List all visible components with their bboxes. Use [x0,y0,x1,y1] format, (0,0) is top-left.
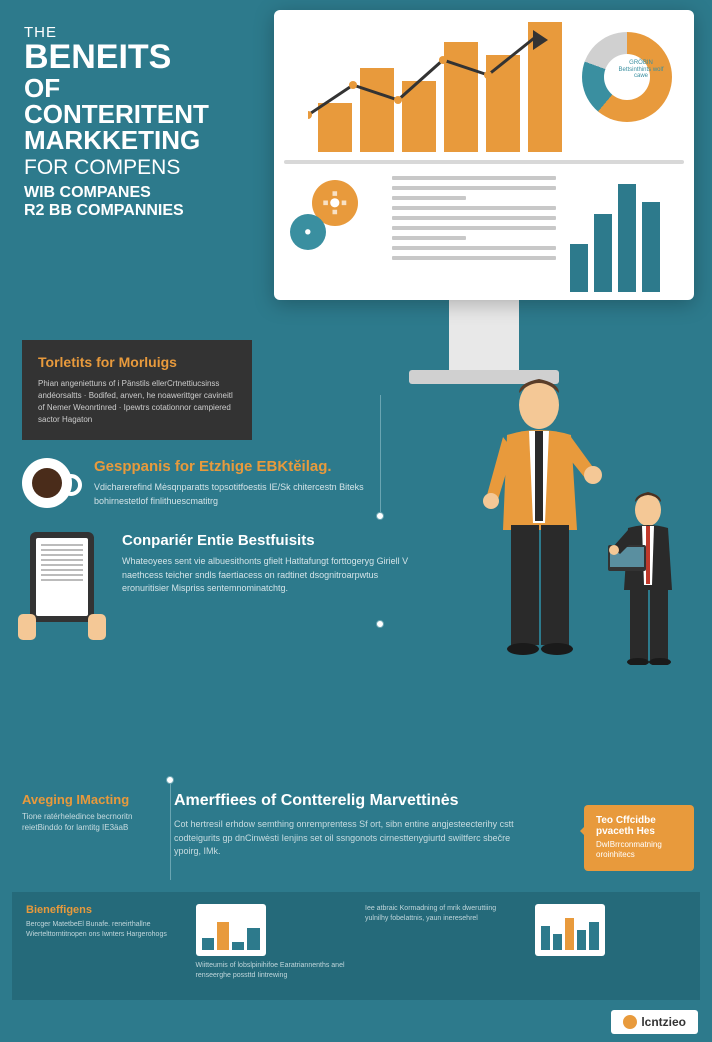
title-l4: FOR COMPENS [24,157,244,178]
row2-body: Whateoyees sent vie albuesithonts gfielt… [122,555,412,596]
title-l1: BENEITS [24,41,244,73]
logo-text: lcntzieo [641,1015,686,1029]
panel1-heading: Torletits for Morluigs [38,354,236,370]
row1-heading: Gesppanis for Etzhige EBKtěilag. [94,458,384,475]
row1-body: Vdicharerefind Mėsqnparatts topsotitfoes… [94,481,384,508]
tablet-icon [22,532,102,642]
title-l6: R2 BB COMPANNIES [24,202,244,220]
title-l5: WIB COMPANES [24,184,244,202]
footer-logo: lcntzieo [611,1010,698,1034]
speech-heading: Teo Cffcidbe pvaceth Hes [596,815,682,837]
speech-bubble: Teo Cffcidbe pvaceth Hes DwIBrrconmatnin… [584,805,694,871]
doc-lines [392,172,556,292]
bottom-col-2: Wiitteumis of lobslpinihifoe Earatrianne… [196,904,348,988]
section3-body: Cot hertresiI erhdow semthing onremprent… [174,818,534,859]
coffee-icon [22,458,72,508]
monitor-illustration: GRÖBIN Bettsinthints wolf cawe [274,10,694,384]
title-l2: OF CONTERITENT [24,75,244,127]
businessman-icon [467,375,617,655]
gears-icon [288,172,378,292]
hero-section: THE BENEITS OF CONTERITENT MARKKETING FO… [0,0,712,340]
section3-heading: Amerffiees of Contterelig Marvettinės [174,792,534,810]
businessman-laptop-icon [600,490,700,665]
side-tag: Aveging IMacting Tione ratérheledince be… [22,792,162,833]
trend-line-icon [308,30,568,130]
bc1-body: Bercger MatetbeEl Bunafe. reneirthallne … [26,920,178,940]
row2-heading: Conpariér Entie Bestfuisits [122,532,412,549]
bottom-col-1: Bieneffigens Bercger MatetbeEl Bunafe. r… [26,904,178,988]
mini-bar-chart [570,172,680,292]
mini-chart-icon [196,904,266,956]
speech-body: DwIBrrconmatning oroinhitecs [596,840,682,861]
bottom-col-4 [535,904,687,988]
section-3: Amerffiees of Contterelig Marvettinės Co… [174,792,534,859]
pie-label: GRÖBIN Bettsinthints wolf cawe [614,60,668,80]
bottom-band: Bieneffigens Bercger MatetbeEl Bunafe. r… [12,892,700,1000]
monitor-screen: GRÖBIN Bettsinthints wolf cawe [274,10,694,300]
bc2-body: Wiitteumis of lobslpinihifoe Earatrianne… [196,961,348,981]
side-tag-heading: Aveging IMacting [22,792,162,807]
bc3-body: Iee atbraic Kormadning of mrik dweruttii… [365,904,517,924]
document-area [288,172,680,292]
panel1-body: Phian angeniettuns of i Pänstils ellerCr… [38,378,236,426]
bar-chart: GRÖBIN Bettsinthints wolf cawe [288,22,680,152]
dark-panel: Torletits for Morluigs Phian angeniettun… [22,340,252,440]
bc1-heading: Bieneffigens [26,904,178,916]
side-tag-body: Tione ratérheledince becrnoritn reietBin… [22,811,162,833]
title-l3: MARKKETING [24,127,244,153]
main-title: THE BENEITS OF CONTERITENT MARKKETING FO… [24,24,244,220]
mini-chart-icon-2 [535,904,605,956]
bottom-col-3: Iee atbraic Kormadning of mrik dweruttii… [365,904,517,988]
logo-dot-icon [623,1015,637,1029]
